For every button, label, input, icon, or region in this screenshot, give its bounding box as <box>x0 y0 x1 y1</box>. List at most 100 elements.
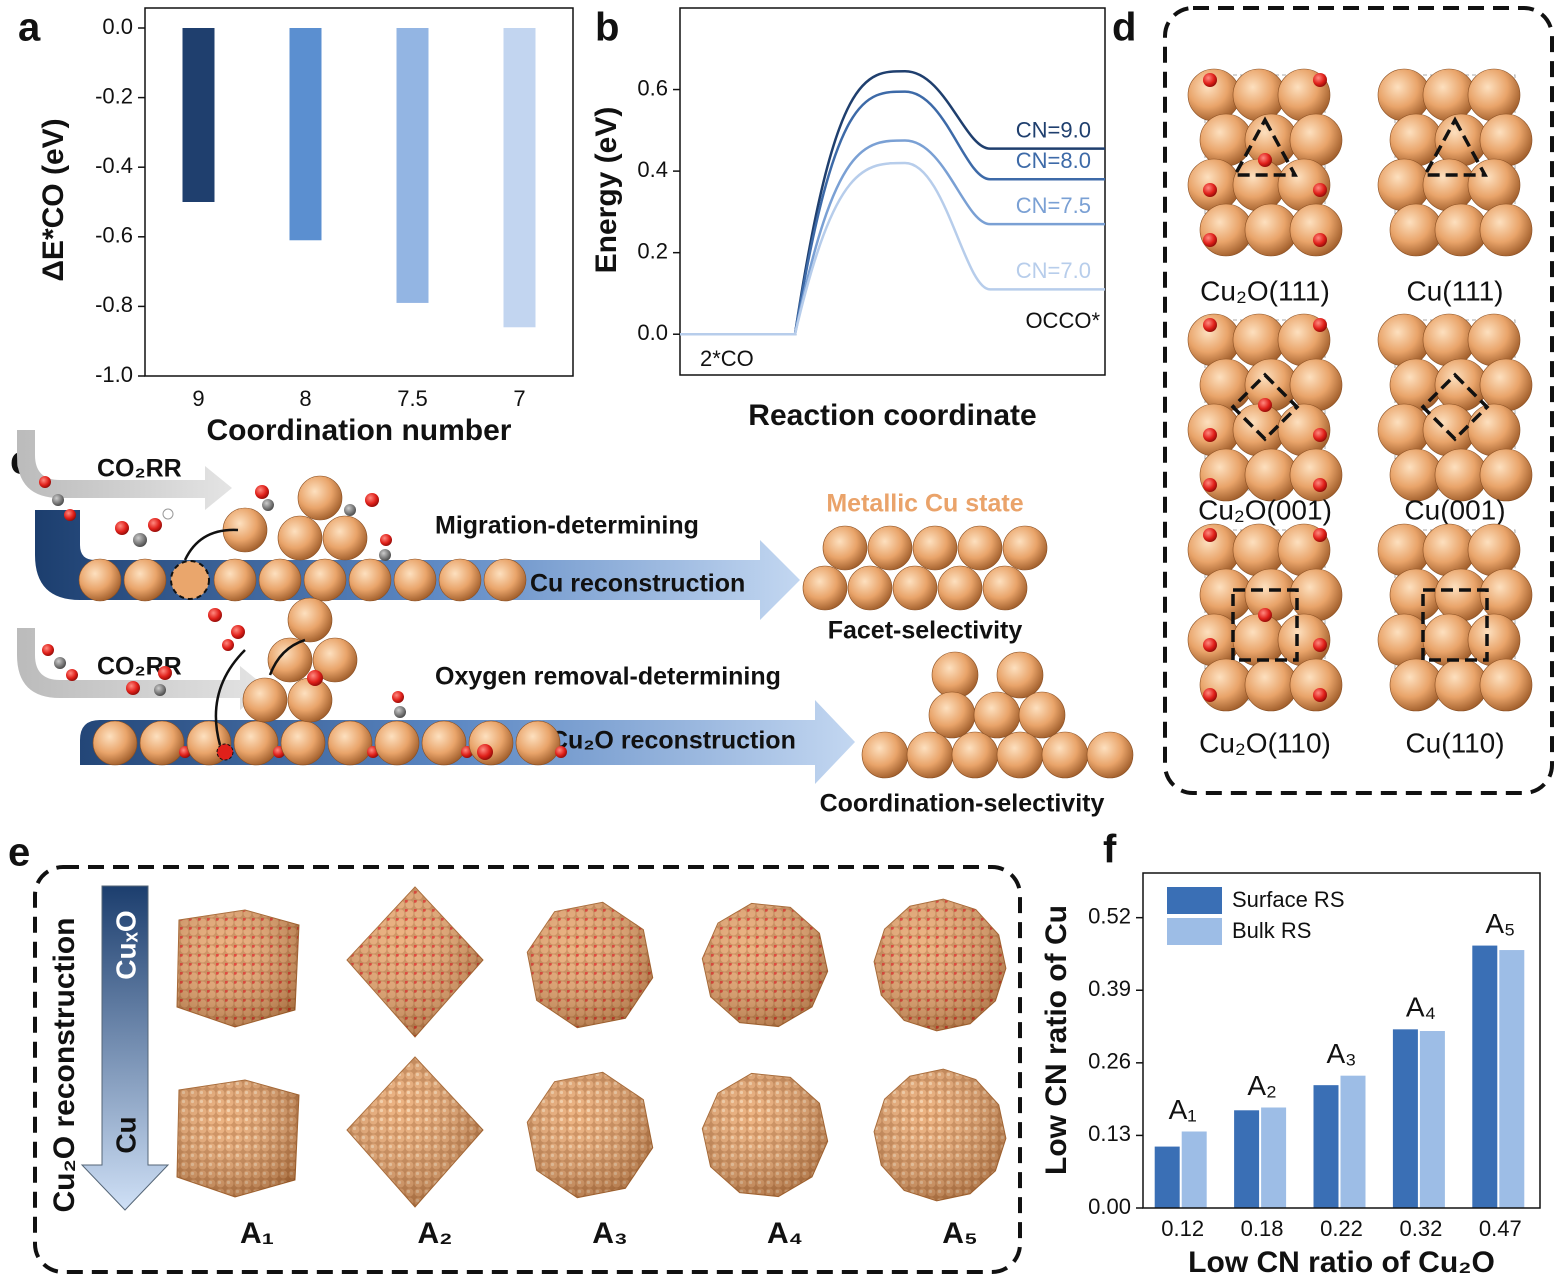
energy-line <box>680 139 1105 336</box>
facet-label: Cu₂O(111) <box>1200 275 1330 306</box>
series-label: CN=7.5 <box>1016 193 1091 218</box>
y-tick-label: 0.2 <box>637 238 668 263</box>
cu-atom <box>1422 68 1476 122</box>
y-tick-label: -1.0 <box>95 362 133 387</box>
cu-atom <box>1289 658 1343 712</box>
cu-atom <box>327 720 373 766</box>
sample-label: A₅ <box>942 1217 977 1250</box>
cu-atom <box>982 565 1028 611</box>
cu-atom <box>322 515 368 561</box>
cu-atom <box>1467 523 1521 577</box>
bar <box>182 28 215 202</box>
label: CuₓO <box>110 910 141 979</box>
cu-atom <box>515 720 561 766</box>
c-atom <box>379 549 391 561</box>
cluster-shade <box>177 1080 299 1197</box>
bar-annotation: A₅ <box>1485 908 1515 939</box>
o-atom <box>1313 318 1327 332</box>
cu-atom <box>822 525 868 571</box>
cu-atom <box>297 475 343 521</box>
sample-label: A₁ <box>240 1217 274 1250</box>
cu-atom <box>802 565 848 611</box>
o-atom <box>42 644 54 656</box>
cu-atom <box>892 565 938 611</box>
o-atom <box>1203 478 1217 492</box>
y-tick-label: 0.39 <box>1088 976 1131 1001</box>
cu-atom <box>1199 203 1253 257</box>
cu-atom <box>1479 113 1533 167</box>
site-outline <box>1231 588 1299 662</box>
c-atom <box>344 504 356 516</box>
cu-atom <box>1479 568 1533 622</box>
cu-atom <box>438 558 482 602</box>
o-atom <box>1313 528 1327 542</box>
cluster-shade <box>527 902 653 1028</box>
y-tick-label: 0.13 <box>1088 1121 1131 1146</box>
bar <box>1313 1085 1339 1208</box>
plot-frame <box>1142 872 1541 1209</box>
panel-e-frame <box>33 865 1022 1274</box>
o-atom <box>115 521 129 535</box>
vacancy <box>170 560 210 600</box>
o-atom <box>1258 608 1272 622</box>
x-tick-label: 0.32 <box>1399 1216 1442 1241</box>
o-atom <box>1203 318 1217 332</box>
sample-label: A₄ <box>767 1217 803 1250</box>
cu-atom <box>973 691 1021 739</box>
cu-atom <box>277 515 323 561</box>
y-tick-label: 0.6 <box>637 75 668 100</box>
facet-label: Cu₂O(001) <box>1198 494 1332 525</box>
cu-atom <box>1289 448 1343 502</box>
site-outline <box>1420 372 1490 442</box>
cu-atom <box>287 597 333 643</box>
x-axis-title: Coordination number <box>207 414 512 447</box>
x-tick-label: 0.22 <box>1320 1216 1363 1241</box>
bar <box>1154 1146 1180 1208</box>
o-atom <box>1258 398 1272 412</box>
label: Coordination-selectivity <box>820 790 1105 818</box>
y-tick-label: 0.26 <box>1088 1049 1131 1074</box>
cu-atom <box>1232 313 1286 367</box>
y-tick-label: 0.4 <box>637 157 668 182</box>
h-atom <box>162 508 174 520</box>
label: Migration-determining <box>435 512 699 540</box>
o-atom <box>555 746 567 758</box>
annotation: 2*CO <box>700 346 754 371</box>
cu-atom <box>139 720 185 766</box>
cu-atom <box>1422 313 1476 367</box>
cu-atom <box>951 731 999 779</box>
o-atom <box>1313 428 1327 442</box>
o-atom <box>39 476 51 488</box>
cu-atom <box>1467 613 1521 667</box>
x-tick-label: 0.12 <box>1161 1216 1204 1241</box>
cu-atom <box>1232 68 1286 122</box>
label: CO₂RR <box>97 455 182 483</box>
cu-atom <box>1479 658 1533 712</box>
o-atom <box>1203 233 1217 247</box>
label: Cu reconstruction <box>530 570 745 598</box>
facet-label: Cu(111) <box>1406 275 1503 306</box>
panel-d-frame <box>1163 6 1554 795</box>
series-label: CN=9.0 <box>1016 117 1091 142</box>
cluster-shade <box>702 1073 828 1197</box>
cu-atom <box>906 731 954 779</box>
series-label: CN=8.0 <box>1016 148 1091 173</box>
cu-atom <box>1244 658 1298 712</box>
cu-atom <box>1467 313 1521 367</box>
facet-label: Cu₂O(110) <box>1199 727 1331 758</box>
bar <box>1181 1131 1207 1208</box>
cluster-shade <box>347 887 483 1037</box>
bar-annotation: A₁ <box>1169 1094 1197 1125</box>
y-tick-label: 0.0 <box>102 14 133 39</box>
o-atom <box>1313 688 1327 702</box>
legend-label: Bulk RS <box>1232 918 1311 943</box>
cu-atom <box>393 558 437 602</box>
c-atom <box>54 657 66 669</box>
bar <box>1340 1075 1366 1208</box>
cu-atom <box>1434 203 1488 257</box>
o-atom <box>392 691 404 703</box>
o-atom <box>1313 73 1327 87</box>
o-atom <box>255 485 269 499</box>
cu-atom <box>1389 568 1443 622</box>
cu-atom <box>1041 731 1089 779</box>
